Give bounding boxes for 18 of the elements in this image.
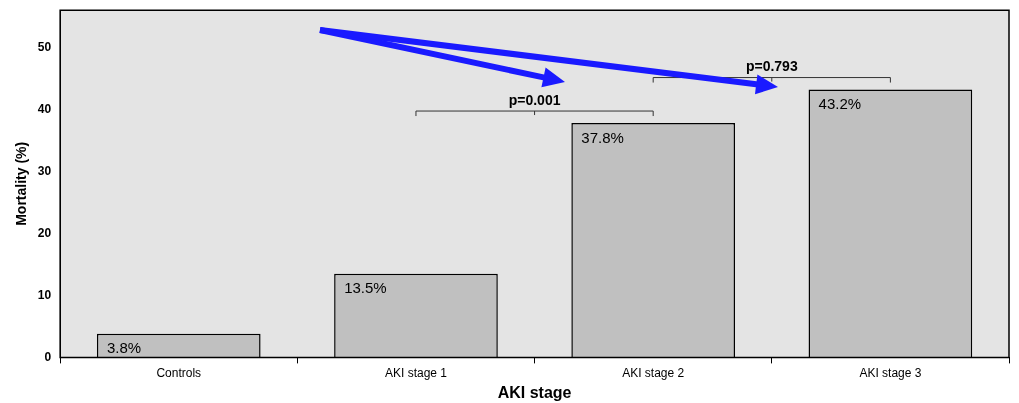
data-label: 43.2% — [818, 95, 862, 113]
x-tick-label: AKI stage 2 — [622, 365, 685, 380]
y-tick-label: 0 — [44, 349, 52, 364]
y-tick-label: 40 — [37, 101, 52, 116]
x-axis-title: AKI stage — [497, 383, 572, 401]
y-tick-label: 10 — [37, 287, 52, 302]
x-tick-label: AKI stage 1 — [384, 365, 448, 380]
y-tick-label: 20 — [37, 225, 52, 240]
annotation: p=0.001 — [508, 91, 561, 108]
y-tick-label: 30 — [37, 163, 52, 178]
data-label: 3.8% — [106, 339, 142, 357]
annotation: p=0.793 — [745, 58, 798, 75]
x-tick-label: AKI stage 3 — [859, 365, 922, 380]
data-label: 37.8% — [581, 128, 624, 146]
y-tick-label: 50 — [37, 39, 52, 54]
x-tick-label: Controls — [156, 365, 202, 380]
y-axis-title: Mortality (%) — [13, 141, 30, 226]
data-label: 13.5% — [344, 279, 387, 297]
